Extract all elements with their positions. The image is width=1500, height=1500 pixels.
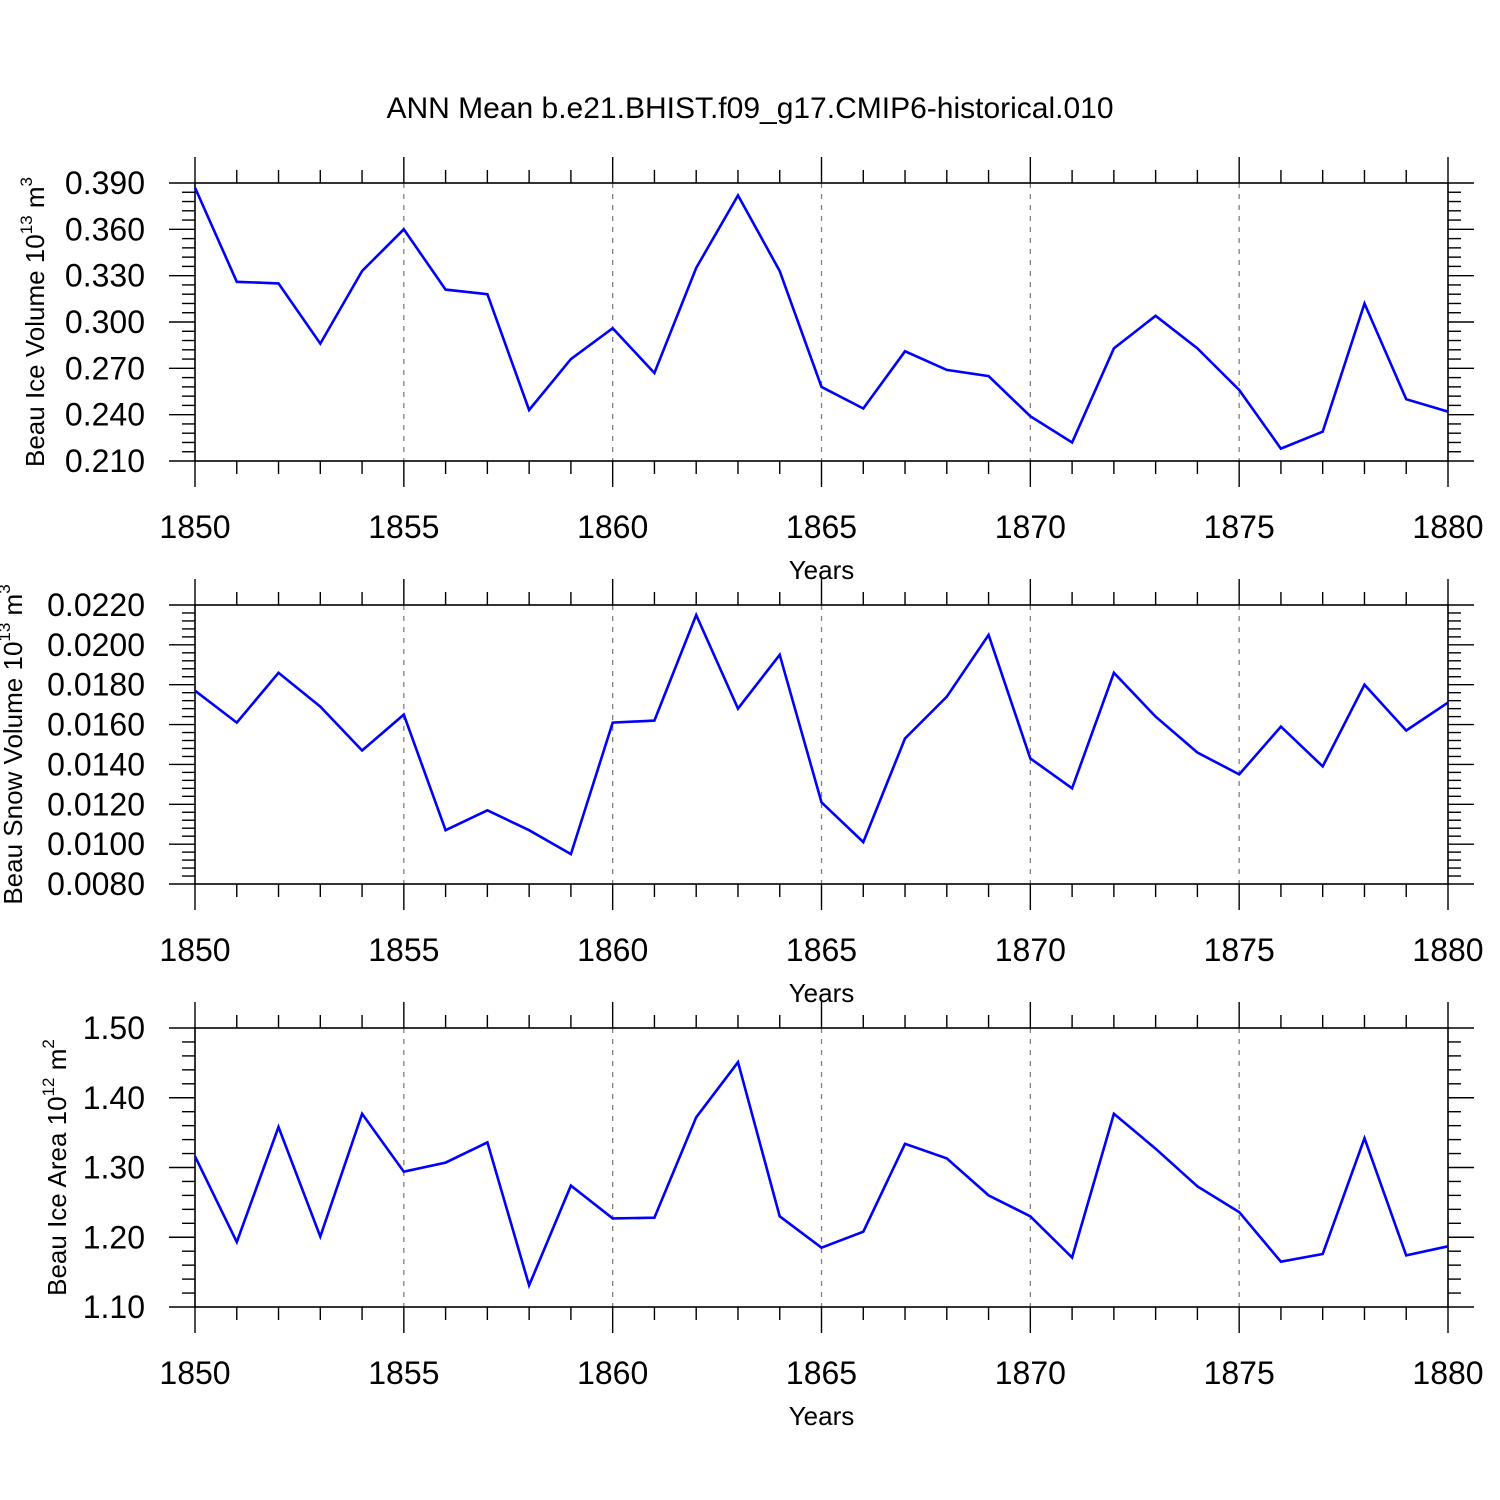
- snow-volume-x-tick-label: 1860: [577, 932, 648, 968]
- snow-volume-x-tick-label: 1880: [1412, 932, 1483, 968]
- ice-area-series-line: [193, 1059, 1449, 1290]
- ice-area-y-tick-label: 1.50: [83, 1010, 145, 1046]
- ice-volume-y-tick-label: 0.330: [65, 258, 145, 294]
- ice-area-y-tick-label: 1.20: [83, 1219, 145, 1255]
- snow-volume-y-tick-label: 0.0160: [47, 707, 145, 743]
- snow-volume-x-tick-label: 1870: [995, 932, 1066, 968]
- snow-volume-y-tick-label: 0.0080: [47, 866, 145, 902]
- snow-volume-series-line: [194, 611, 1449, 857]
- ice-volume-y-tick-label: 0.270: [65, 350, 145, 386]
- ice-volume-x-tick-label: 1860: [577, 509, 648, 545]
- ice-area-x-tick-label: 1850: [159, 1355, 230, 1391]
- snow-volume-x-tick-label: 1855: [368, 932, 439, 968]
- ice-volume-x-tick-label: 1865: [786, 509, 857, 545]
- ice-area-x-tick-label: 1875: [1204, 1355, 1275, 1391]
- ice-volume-y-tick-label: 0.390: [65, 165, 145, 201]
- ice-volume-x-tick-label: 1875: [1204, 509, 1275, 545]
- ice-area-x-tick-label: 1855: [368, 1355, 439, 1391]
- figure-title: ANN Mean b.e21.BHIST.f09_g17.CMIP6-histo…: [386, 92, 1113, 125]
- ice-volume-y-tick-label: 0.240: [65, 397, 145, 433]
- ice-volume-y-tick-label: 0.210: [65, 443, 145, 479]
- snow-volume-x-tick-label: 1865: [786, 932, 857, 968]
- ice-area-panel: 1.10 1.20 1.30 1.40 1.50 1850 1855 1860 1865 1870…: [39, 1002, 1484, 1431]
- ice-volume-y-axis-title: Beau Ice Volume 1013 m3: [17, 177, 50, 467]
- snow-volume-x-tick-label: 1850: [159, 932, 230, 968]
- snow-volume-y-tick-label: 0.0120: [47, 786, 145, 822]
- snow-volume-y-tick-label: 0.0200: [47, 627, 145, 663]
- snow-volume-y-tick-label: 0.0220: [47, 587, 145, 623]
- ice-area-x-tick-label: 1860: [577, 1355, 648, 1391]
- ice-area-x-tick-label: 1880: [1412, 1355, 1483, 1391]
- ice-area-plot-frame: [194, 1027, 1449, 1308]
- ice-volume-y-tick-label: 0.360: [65, 211, 145, 247]
- snow-volume-plot-frame: [194, 604, 1449, 885]
- ice-area-y-tick-label: 1.40: [83, 1080, 145, 1116]
- ice-volume-x-tick-label: 1880: [1412, 509, 1483, 545]
- ice-area-y-tick-label: 1.30: [83, 1150, 145, 1186]
- ice-area-x-axis-title: Years: [789, 1401, 855, 1431]
- ice-volume-x-tick-label: 1870: [995, 509, 1066, 545]
- ice-area-x-tick-label: 1865: [786, 1355, 857, 1391]
- ice-area-y-axis-title: Beau Ice Area 1012 m2: [39, 1039, 72, 1296]
- snow-volume-x-tick-label: 1875: [1204, 932, 1275, 968]
- ice-volume-y-tick-label: 0.300: [65, 304, 145, 340]
- ice-volume-x-tick-label: 1850: [159, 509, 230, 545]
- ice-volume-series-line: [193, 187, 1449, 451]
- ice-volume-panel: 0.210 0.240 0.270 0.300 0.330 0.360 0.390 1850 1…: [17, 157, 1484, 585]
- ice-volume-plot-frame: [194, 182, 1449, 462]
- snow-volume-y-tick-label: 0.0100: [47, 826, 145, 862]
- ice-area-y-tick-label: 1.10: [83, 1289, 145, 1325]
- ice-volume-x-tick-label: 1855: [368, 509, 439, 545]
- ice-area-x-tick-label: 1870: [995, 1355, 1066, 1391]
- snow-volume-y-tick-label: 0.0180: [47, 667, 145, 703]
- snow-volume-y-tick-label: 0.0140: [47, 746, 145, 782]
- snow-volume-y-axis-title: Beau Snow Volume 1013 m3: [0, 584, 28, 904]
